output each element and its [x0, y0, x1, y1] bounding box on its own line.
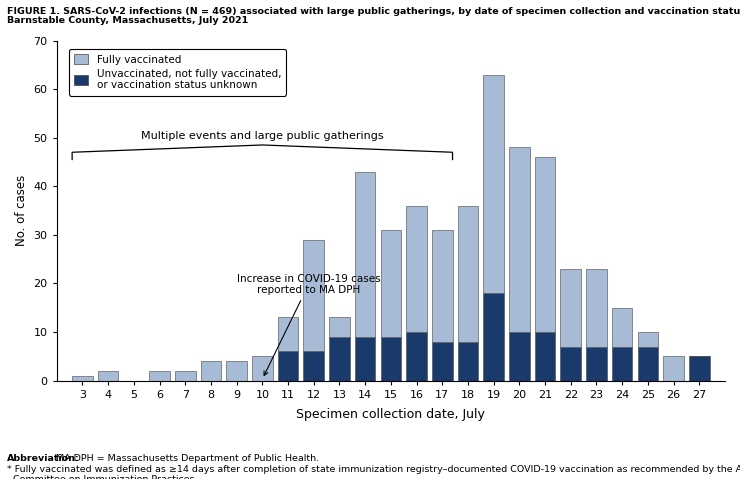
- Text: MA DPH = Massachusetts Department of Public Health.: MA DPH = Massachusetts Department of Pub…: [53, 454, 320, 463]
- Bar: [509, 148, 530, 332]
- Bar: [457, 342, 478, 380]
- Bar: [535, 332, 555, 380]
- Bar: [226, 361, 247, 380]
- Bar: [329, 318, 350, 337]
- Bar: [98, 371, 118, 380]
- Bar: [560, 346, 581, 380]
- Text: Multiple events and large public gatherings: Multiple events and large public gatheri…: [141, 131, 383, 141]
- Bar: [509, 332, 530, 380]
- Bar: [483, 75, 504, 293]
- Bar: [380, 230, 401, 337]
- Bar: [560, 269, 581, 346]
- Bar: [483, 293, 504, 380]
- Bar: [586, 346, 607, 380]
- Bar: [278, 352, 298, 380]
- Y-axis label: No. of cases: No. of cases: [15, 175, 28, 246]
- Bar: [638, 332, 658, 346]
- Bar: [689, 356, 710, 380]
- Bar: [535, 157, 555, 332]
- Bar: [303, 352, 324, 380]
- Bar: [380, 337, 401, 380]
- Bar: [406, 332, 427, 380]
- Bar: [252, 356, 272, 380]
- Bar: [406, 205, 427, 332]
- Legend: Fully vaccinated, Unvaccinated, not fully vaccinated,
or vaccination status unkn: Fully vaccinated, Unvaccinated, not full…: [69, 49, 286, 96]
- Text: FIGURE 1. SARS-CoV-2 infections (N = 469) associated with large public gathering: FIGURE 1. SARS-CoV-2 infections (N = 469…: [7, 7, 740, 16]
- Bar: [457, 205, 478, 342]
- Bar: [638, 346, 658, 380]
- Bar: [586, 269, 607, 346]
- Bar: [149, 371, 169, 380]
- Text: Barnstable County, Massachusetts, July 2021: Barnstable County, Massachusetts, July 2…: [7, 16, 249, 25]
- Bar: [175, 371, 195, 380]
- Bar: [432, 342, 453, 380]
- Text: * Fully vaccinated was defined as ≥14 days after completion of state immunizatio: * Fully vaccinated was defined as ≥14 da…: [7, 465, 740, 479]
- Bar: [612, 346, 633, 380]
- X-axis label: Specimen collection date, July: Specimen collection date, July: [297, 408, 485, 421]
- Bar: [329, 337, 350, 380]
- Text: Abbreviation:: Abbreviation:: [7, 454, 80, 463]
- Bar: [663, 356, 684, 380]
- Bar: [201, 361, 221, 380]
- Bar: [432, 230, 453, 342]
- Bar: [612, 308, 633, 346]
- Bar: [303, 240, 324, 352]
- Bar: [72, 376, 92, 380]
- Bar: [355, 171, 375, 337]
- Bar: [355, 337, 375, 380]
- Text: Increase in COVID-19 cases
reported to MA DPH: Increase in COVID-19 cases reported to M…: [237, 274, 380, 376]
- Bar: [278, 318, 298, 352]
